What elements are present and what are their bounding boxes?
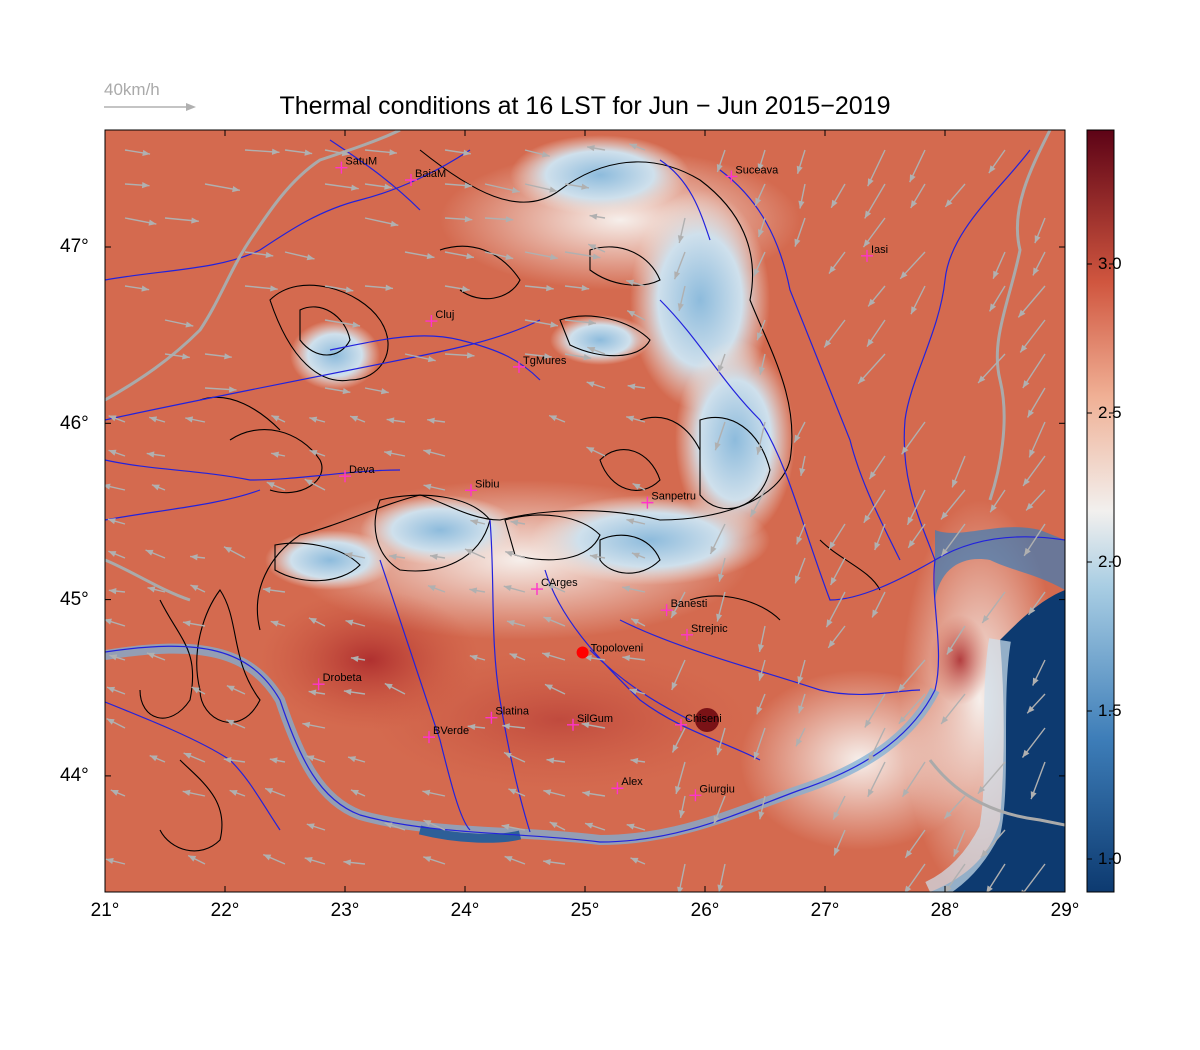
wind-scale-arrow: [104, 103, 196, 111]
city-marker: TgMures: [513, 355, 567, 373]
axis-tick-marks: [104, 130, 1066, 892]
colorbar-tick-label: 2.0: [1098, 552, 1122, 571]
x-tick-label: 23°: [330, 900, 360, 921]
x-tick-label: 22°: [210, 900, 240, 921]
city-marker: Giurgiu: [689, 783, 735, 802]
city-marker: Chiseni: [675, 713, 722, 731]
city-marker: Drobeta: [312, 672, 363, 691]
colorbar-tick-label: 2.5: [1098, 403, 1122, 422]
city-marker: BVerde: [423, 725, 469, 744]
city-label: Suceava: [735, 164, 779, 176]
highlight-site-marker: [576, 646, 589, 659]
colorbar-tick-label: 3.0: [1098, 254, 1122, 273]
city-marker: Alex: [611, 776, 643, 795]
colorbar-tick-label: 1.0: [1098, 849, 1122, 868]
y-tick-label: 45°: [60, 589, 89, 610]
city-label: CArges: [541, 577, 578, 589]
city-label: SatuM: [345, 156, 377, 168]
wind-scale-label: 40km/h: [104, 80, 160, 99]
y-tick-label: 47°: [60, 236, 89, 257]
colorbar: [1086, 129, 1115, 893]
thermal-field: [105, 130, 1065, 892]
city-marker: Strejnic: [681, 623, 728, 641]
city-label: BVerde: [433, 725, 469, 737]
city-label: BaiaM: [415, 168, 446, 180]
city-marker: Iasi: [861, 244, 888, 262]
x-tick-label: 21°: [90, 900, 120, 921]
x-tick-label: 25°: [570, 900, 600, 921]
y-tick-label: 46°: [60, 413, 89, 434]
city-label: TgMures: [523, 355, 567, 367]
city-label: Sibiu: [475, 478, 499, 490]
city-marker: Suceava: [725, 164, 779, 183]
wind-arrows: [105, 143, 1046, 892]
map-title: Thermal conditions at 16 LST for Jun − J…: [279, 92, 891, 120]
city-label: SilGum: [577, 713, 613, 725]
x-tick-label: 28°: [930, 900, 960, 921]
city-label: Drobeta: [323, 672, 363, 684]
contour-lines: [139, 149, 881, 852]
city-label: Banesti: [671, 598, 708, 610]
city-label: Chiseni: [685, 713, 722, 725]
city-label: Slatina: [495, 706, 530, 718]
city-label: Deva: [349, 464, 376, 476]
city-marker: SatuM: [335, 156, 377, 174]
colorbar-tick-marks: [1087, 263, 1114, 860]
city-marker: SilGum: [567, 713, 613, 731]
city-label: Giurgiu: [699, 783, 734, 795]
city-marker: BaiaM: [405, 168, 446, 187]
city-markers: SatuM BaiaM Suceava Iasi Cluj TgMures Deva Sibi…: [312, 156, 888, 802]
city-marker: Sibiu: [465, 478, 499, 497]
city-marker: Slatina: [485, 706, 530, 724]
city-label: Sanpetru: [651, 491, 696, 503]
city-marker: CArges: [531, 577, 578, 596]
city-marker: Cluj: [425, 309, 454, 328]
city-label: Cluj: [435, 309, 454, 321]
city-label: Strejnic: [691, 623, 728, 635]
highlight-site-label: Topoloveni: [591, 642, 644, 654]
city-label: Iasi: [871, 244, 888, 256]
x-tick-label: 24°: [450, 900, 480, 921]
city-marker: Banesti: [660, 598, 708, 617]
city-label: Alex: [621, 776, 643, 788]
city-marker: Deva: [339, 464, 376, 483]
x-tick-label: 27°: [810, 900, 840, 921]
colorbar-tick-label: 1.5: [1098, 701, 1122, 720]
y-tick-label: 44°: [60, 765, 89, 786]
x-tick-label: 29°: [1050, 900, 1080, 921]
city-marker: Sanpetru: [641, 491, 696, 509]
rivers: [105, 139, 1065, 843]
x-tick-label: 26°: [690, 900, 720, 921]
